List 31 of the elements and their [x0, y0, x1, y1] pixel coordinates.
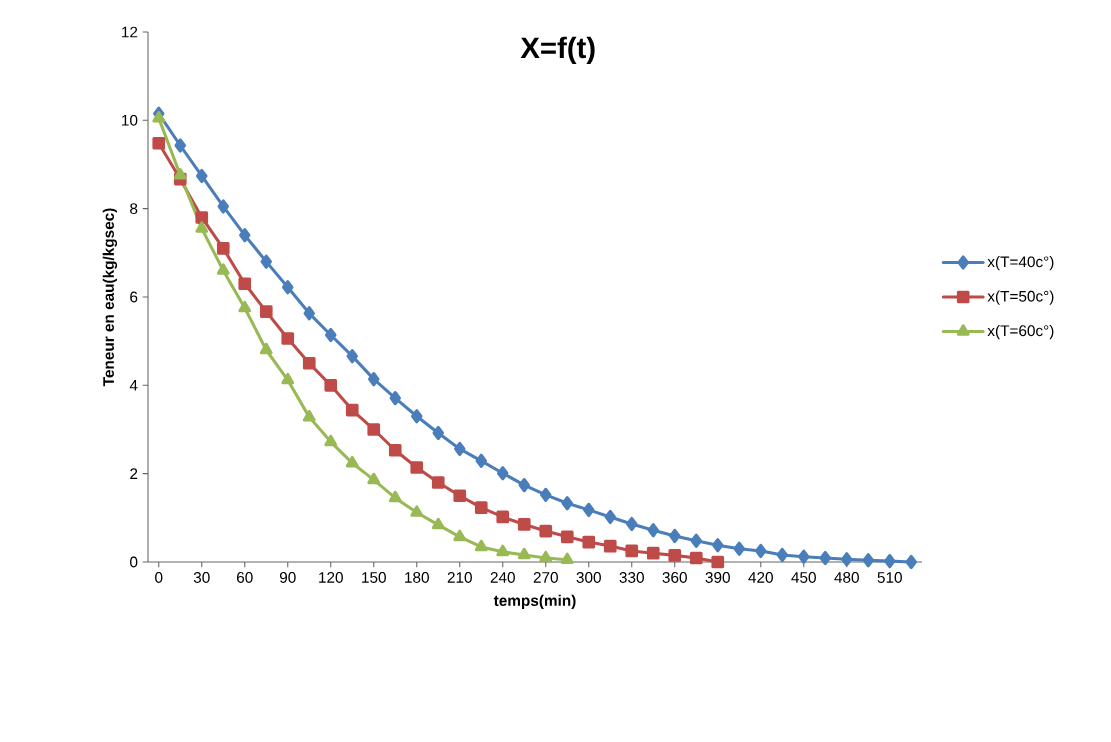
x-tick-label: 180 — [405, 572, 429, 583]
x-tick-label: 450 — [791, 572, 816, 583]
legend-label: x(T=40c°) — [987, 256, 1054, 271]
y-axis-title: Teneur en eau(kg/kgsec) — [102, 208, 118, 387]
x-tick-label: 390 — [705, 572, 730, 583]
legend-label: x(T=50c°) — [987, 290, 1054, 305]
x-tick-label: 150 — [362, 572, 386, 583]
x-tick-label: 510 — [877, 572, 902, 583]
x-tick-label: 270 — [533, 572, 558, 583]
y-tick-label: 8 — [130, 203, 138, 215]
y-tick-label: 12 — [122, 26, 138, 38]
chart-title: X=f(t) — [520, 36, 595, 64]
legend-label: x(T=60c°) — [987, 324, 1054, 340]
x-tick-label: 300 — [576, 572, 601, 583]
y-tick-label: 2 — [130, 468, 138, 480]
x-tick-label: 480 — [834, 572, 859, 583]
y-tick-label: 10 — [122, 114, 138, 126]
x-tick-label: 60 — [237, 572, 253, 583]
y-tick-label: 0 — [130, 556, 138, 568]
x-tick-label: 240 — [490, 572, 515, 583]
x-tick-label: 120 — [319, 572, 343, 583]
y-tick-label: 6 — [130, 291, 138, 303]
x-tick-label: 360 — [662, 572, 687, 583]
x-axis-title: temps(min) — [493, 594, 576, 609]
x-tick-label: 420 — [748, 572, 773, 583]
x-tick-label: 210 — [447, 572, 472, 583]
x-tick-label: 330 — [619, 572, 644, 583]
x-tick-label: 90 — [279, 572, 296, 583]
x-tick-label: 30 — [193, 572, 210, 583]
x-tick-label: 0 — [155, 572, 163, 583]
y-tick-label: 4 — [129, 380, 138, 391]
